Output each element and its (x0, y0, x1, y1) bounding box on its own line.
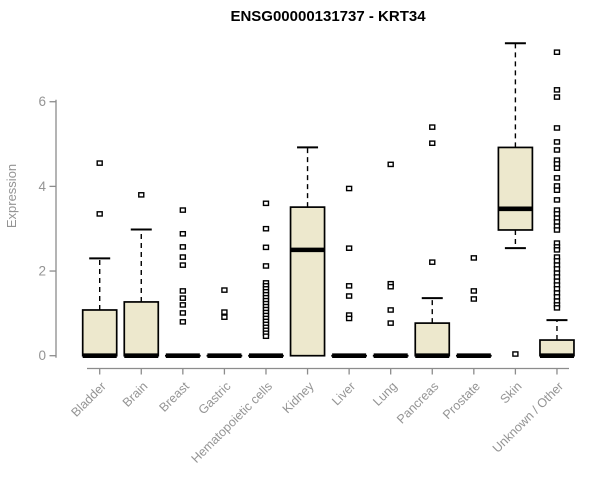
outlier-point (553, 147, 561, 153)
outlier-point (470, 296, 478, 302)
outlier-point (262, 200, 270, 207)
chart-title: ENSG00000131737 - KRT34 (230, 8, 426, 25)
x-tick-label: Breast (157, 379, 193, 415)
x-tick-label: Brain (120, 379, 151, 410)
outlier-point (387, 161, 394, 168)
outlier-point (179, 244, 187, 250)
outlier-point (429, 259, 436, 265)
outlier-point (179, 230, 187, 237)
outlier-point (553, 165, 561, 171)
outlier-point (179, 288, 187, 294)
outlier-point (512, 351, 519, 357)
outlier-point (553, 305, 561, 311)
x-tick-label: Skin (497, 379, 524, 406)
outlier-point (429, 124, 436, 130)
outlier-point (179, 207, 187, 213)
outlier-point (179, 262, 187, 268)
outlier-point (387, 307, 394, 313)
outlier-point (179, 295, 187, 301)
x-tick-label: Hematopoietic cells (189, 379, 276, 466)
outlier-point (179, 254, 187, 260)
outlier-point (262, 263, 270, 269)
outlier-point (221, 287, 228, 293)
outlier-point (262, 244, 270, 251)
outlier-point (221, 309, 228, 315)
outlier-point (553, 175, 561, 181)
outlier-point (553, 197, 561, 203)
outlier-point (553, 247, 561, 253)
outlier-point (138, 192, 145, 198)
outlier-point (345, 245, 353, 251)
outlier-point (179, 319, 187, 325)
outlier-point (387, 283, 394, 290)
box-Bladder (81, 309, 118, 357)
y-tick-label: 2 (38, 264, 46, 279)
outlier-point (96, 160, 103, 166)
outlier-point (553, 87, 561, 93)
outlier-point (470, 255, 478, 261)
box-Unknown / Other (539, 339, 575, 357)
outlier-point (553, 125, 561, 131)
box-Pancreas (414, 322, 451, 357)
outlier-point (345, 185, 353, 192)
x-tick-label: Kidney (280, 379, 317, 416)
outlier-point (387, 320, 394, 326)
x-tick-label: Prostate (440, 379, 483, 422)
x-tick-label: Pancreas (394, 379, 441, 426)
outlier-point (553, 49, 561, 55)
y-tick-label: 6 (38, 94, 46, 109)
outlier-point (470, 288, 478, 294)
outlier-point (345, 315, 353, 322)
outlier-point (553, 227, 561, 233)
outlier-point (262, 333, 270, 340)
x-tick-label: Gastric (196, 379, 234, 417)
y-axis-title: Expression (4, 164, 19, 228)
outlier-point (179, 302, 187, 308)
outlier-point (429, 140, 436, 147)
outlier-point (553, 139, 561, 145)
x-tick-label: Lung (370, 379, 400, 409)
outlier-point (553, 94, 561, 100)
x-tick-label: Liver (329, 379, 358, 408)
x-tick-label: Bladder (68, 379, 108, 419)
outlier-point (553, 187, 561, 193)
outlier-point (345, 293, 353, 299)
outlier-point (221, 314, 228, 320)
y-tick-label: 0 (38, 348, 46, 363)
box-Skin (497, 146, 534, 231)
outlier-point (179, 310, 187, 316)
x-tick-label: Unknown / Other (490, 379, 566, 455)
outlier-point (262, 225, 270, 232)
y-tick-label: 4 (38, 179, 46, 194)
outlier-point (96, 211, 103, 217)
outlier-point (345, 283, 353, 289)
box-Kidney (289, 206, 326, 357)
box-Brain (123, 301, 160, 357)
